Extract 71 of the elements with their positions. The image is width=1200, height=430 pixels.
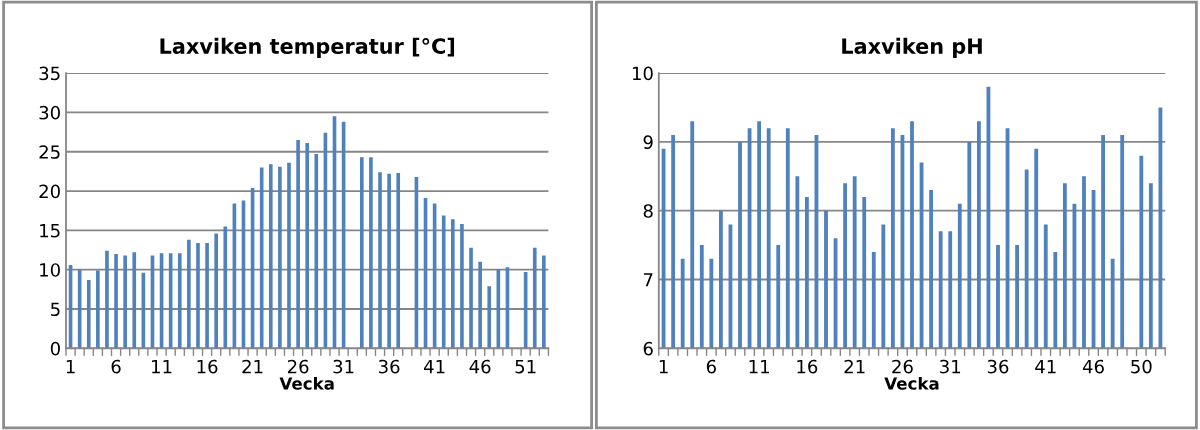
x-tick-label: 46	[469, 359, 491, 374]
y-tick-label: 35	[39, 66, 60, 81]
bar	[369, 157, 373, 349]
x-tick-label: 11	[152, 359, 172, 374]
bar	[287, 162, 291, 349]
y-tick-label: 9	[643, 135, 653, 150]
x-tick-label: 41	[1035, 359, 1056, 374]
x-tick-label: 41	[424, 359, 445, 374]
bar	[387, 173, 391, 349]
x-axis-title: Vecka	[884, 376, 939, 390]
bar	[460, 224, 464, 349]
bar	[96, 270, 100, 349]
bar	[542, 255, 546, 349]
x-tick-label: 26	[892, 359, 913, 374]
bar	[187, 239, 191, 349]
y-tick-label: 15	[40, 224, 60, 238]
x-tick-label: 50	[1131, 359, 1152, 374]
bar	[123, 255, 127, 349]
x-tick-label: 16	[797, 359, 818, 374]
bar	[259, 167, 264, 349]
bar	[223, 226, 228, 349]
bar	[469, 247, 473, 349]
x-tick-label: 6	[111, 359, 121, 374]
x-tick-label: 46	[1082, 359, 1104, 374]
bar	[305, 143, 310, 349]
bar	[487, 286, 492, 349]
x-tick-label: 36	[379, 359, 400, 374]
chart-title: Laxviken pH	[842, 37, 982, 58]
y-tick-label: 30	[39, 105, 60, 120]
bar	[278, 166, 282, 349]
chart-title: Laxviken temperatur [°C]	[160, 37, 455, 58]
x-tick-label: 21	[242, 359, 263, 374]
x-tick-label: 51	[515, 359, 536, 374]
x-tick-label: 16	[197, 359, 218, 374]
bar	[378, 172, 382, 349]
bar	[532, 247, 537, 349]
x-tick-label: 31	[333, 359, 354, 374]
y-tick-label: 7	[643, 273, 653, 287]
bar	[396, 172, 401, 349]
x-tick-label: 36	[987, 359, 1009, 374]
y-tick-label: 10	[40, 263, 60, 277]
bar	[132, 252, 137, 349]
x-tick-label: 26	[287, 359, 309, 374]
y-tick-label: 6	[643, 341, 653, 356]
y-tick-label: 25	[39, 145, 60, 159]
y-tick-label: 5	[51, 302, 60, 317]
bar	[177, 253, 182, 349]
y-tick-label: 20	[39, 184, 60, 199]
y-tick-label: 8	[643, 204, 653, 218]
bar	[359, 157, 364, 349]
y-tick-label: 0	[50, 341, 60, 356]
bar	[205, 242, 209, 349]
bar	[214, 233, 218, 349]
x-tick-label: 31	[940, 359, 961, 374]
bar	[314, 154, 319, 349]
x-tick-label: 21	[844, 359, 865, 374]
x-tick-label: 1	[66, 359, 75, 374]
bar	[478, 261, 482, 349]
bar	[86, 279, 91, 349]
x-tick-label: 11	[749, 359, 769, 374]
bar	[296, 139, 300, 349]
bar	[114, 253, 118, 349]
bar	[451, 219, 455, 349]
bar	[441, 215, 446, 349]
bar	[268, 164, 273, 349]
x-tick-label: 1	[659, 359, 668, 374]
x-tick-label: 6	[706, 359, 716, 374]
bar	[196, 242, 200, 349]
y-tick-label: 10	[632, 66, 653, 81]
bar	[105, 250, 109, 349]
x-axis-title: Vecka	[279, 376, 334, 390]
